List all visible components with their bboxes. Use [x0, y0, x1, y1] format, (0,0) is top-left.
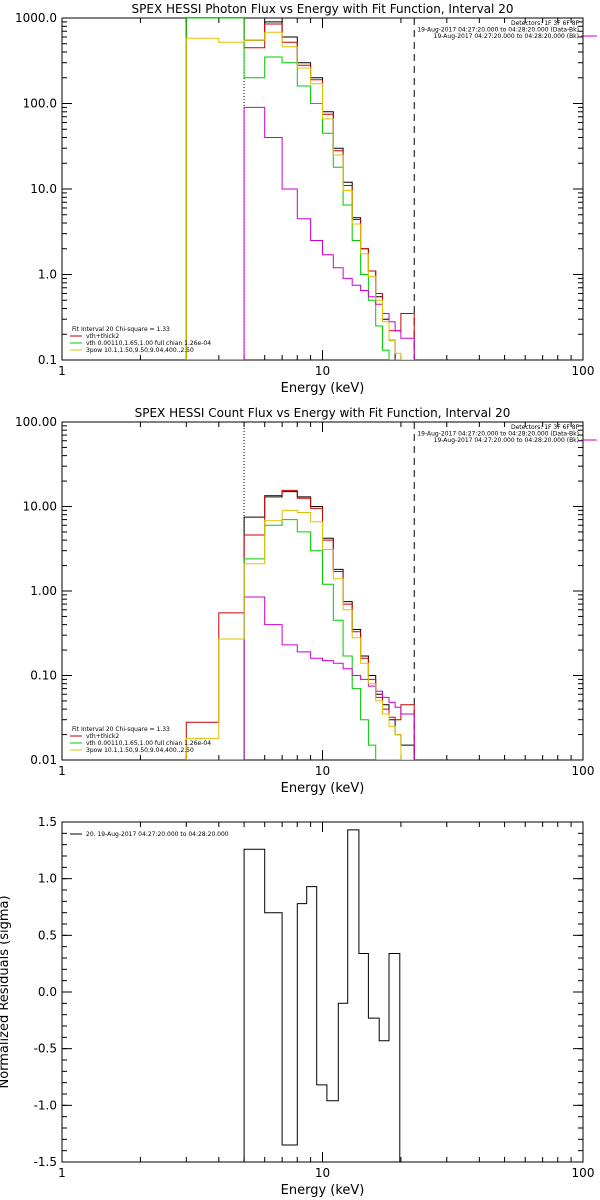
y-tick-label: 1000.0 — [15, 11, 57, 25]
x-tick-label: 100 — [572, 1166, 595, 1180]
series-line — [185, 31, 415, 360]
x-tick-label: 100 — [572, 764, 595, 778]
x-tick-label: 10 — [315, 764, 330, 778]
header-line: 19-Aug-2017 04:27:20.000 to 04:28:20.000… — [417, 431, 579, 438]
header-line: Detectors: 1F 3F 6F 8F — [511, 424, 580, 431]
y-tick-label: 1.0 — [38, 872, 57, 886]
y-tick-label: 0.5 — [38, 928, 57, 942]
series-group — [243, 829, 415, 1162]
legend-entry: vth+thick2 — [86, 733, 119, 740]
y-tick-label: -1.5 — [34, 1155, 57, 1169]
legend-entry: 3pow 10.1,1.50,9.50,9.04,400.,2.50 — [86, 747, 194, 754]
header-line: Detectors: 1F 3F 6F 8F — [511, 20, 580, 27]
series-line — [186, 106, 415, 360]
y-tick-label: -1.0 — [34, 1098, 57, 1112]
series-line — [186, 596, 415, 760]
x-axis-label: Energy (keV) — [281, 781, 365, 796]
count-flux-plot: SPEX HESSI Count Flux vs Energy with Fit… — [15, 406, 597, 796]
y-tick-label: 1.0 — [38, 268, 57, 282]
header-line: 19-Aug-2017 04:27:20.000 to 04:28:20.000… — [434, 437, 579, 444]
series-line — [185, 489, 415, 760]
series-line — [243, 829, 415, 1162]
series-line — [185, 18, 415, 360]
series-line — [186, 491, 415, 760]
header-line: 19-Aug-2017 04:27:20.000 to 04:28:20.000… — [417, 27, 579, 34]
plot-frame — [61, 17, 584, 361]
plot-title: SPEX HESSI Count Flux vs Energy with Fit… — [135, 406, 511, 420]
y-tick-label: 0.10 — [30, 669, 57, 683]
y-tick-label: 100.00 — [15, 415, 57, 429]
y-tick-label: 100.0 — [23, 97, 57, 111]
x-tick-label: 10 — [315, 364, 330, 378]
y-tick-label: 0.1 — [38, 353, 57, 367]
legend-entry: Fit Interval 20 Chi-square = 1.33 — [72, 326, 170, 333]
series-group — [185, 489, 415, 760]
x-tick-label: 100 — [572, 364, 595, 378]
series-line — [185, 18, 415, 360]
x-tick-label: 1 — [58, 1166, 66, 1180]
x-axis-label: Energy (keV) — [281, 381, 365, 396]
legend-entry: vth 0.00110,1.65,1.00 full chian 1.26e-0… — [86, 340, 211, 347]
y-tick-label: 0.01 — [30, 753, 57, 767]
legend-entry: 20. 19-Aug-2017 04:27:20.000 to 04:28:20… — [86, 831, 229, 838]
series-line — [185, 509, 415, 760]
legend-entry: vth 0.00110,1.65,1.00 full chian 1.26e-0… — [86, 740, 211, 747]
y-tick-label: 1.00 — [30, 584, 57, 598]
series-group — [185, 18, 415, 360]
legend-entry: Fit Interval 20 Chi-square = 1.33 — [72, 726, 170, 733]
y-tick-label: -0.5 — [34, 1042, 57, 1056]
y-tick-label: 1.5 — [38, 815, 57, 829]
y-tick-label: 10.00 — [23, 500, 57, 514]
photon-flux-plot: SPEX HESSI Photon Flux vs Energy with Fi… — [15, 2, 597, 396]
series-line — [186, 519, 415, 760]
plot-title: SPEX HESSI Photon Flux vs Energy with Fi… — [132, 2, 514, 16]
x-tick-label: 1 — [58, 364, 66, 378]
legend-entry: vth+thick2 — [86, 333, 119, 340]
residuals-plot: 1 10 100 -1.5 -1.0 -0.5 0.0 0.5 1.0 1.5 Energy (ke… — [0, 815, 594, 1198]
legend-entry: 3pow 10.1,1.50,9.50,9.04,400.,2.50 — [86, 347, 194, 354]
series-line — [185, 18, 415, 360]
plot-frame — [61, 421, 584, 761]
y-axis-label: Normalized Residuals (sigma) — [0, 895, 12, 1088]
x-tick-label: 1 — [58, 764, 66, 778]
x-tick-label: 10 — [315, 1166, 330, 1180]
y-tick-label: 10.0 — [30, 182, 57, 196]
y-tick-label: 0.0 — [38, 985, 57, 999]
x-axis-label: Energy (keV) — [281, 1183, 365, 1198]
plot-frame — [61, 821, 584, 1163]
header-line: 19-Aug-2017 04:27:20.000 to 04:28:20.000… — [434, 33, 579, 40]
